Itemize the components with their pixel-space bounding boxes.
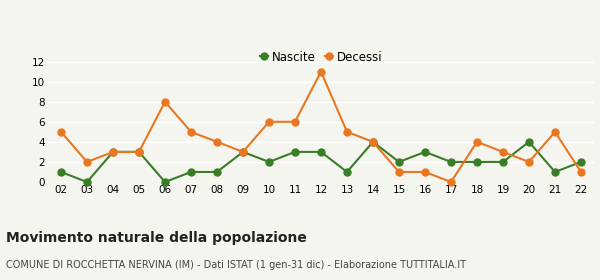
Nascite — [187, 170, 194, 174]
Nascite — [83, 180, 91, 184]
Line: Decessi: Decessi — [58, 68, 584, 185]
Nascite — [526, 140, 533, 144]
Nascite — [317, 150, 325, 153]
Decessi — [109, 150, 116, 153]
Nascite — [161, 180, 169, 184]
Decessi — [58, 130, 65, 134]
Decessi — [551, 130, 559, 134]
Nascite — [473, 160, 481, 164]
Decessi — [187, 130, 194, 134]
Nascite — [577, 160, 584, 164]
Decessi — [343, 130, 350, 134]
Nascite — [551, 170, 559, 174]
Nascite — [239, 150, 247, 153]
Nascite — [448, 160, 455, 164]
Nascite — [136, 150, 143, 153]
Decessi — [473, 140, 481, 144]
Decessi — [83, 160, 91, 164]
Text: COMUNE DI ROCCHETTA NERVINA (IM) - Dati ISTAT (1 gen-31 dic) - Elaborazione TUTT: COMUNE DI ROCCHETTA NERVINA (IM) - Dati … — [6, 260, 466, 270]
Decessi — [265, 120, 272, 123]
Decessi — [292, 120, 299, 123]
Nascite — [214, 170, 221, 174]
Decessi — [395, 170, 403, 174]
Decessi — [317, 70, 325, 73]
Nascite — [292, 150, 299, 153]
Nascite — [343, 170, 350, 174]
Decessi — [239, 150, 247, 153]
Decessi — [499, 150, 506, 153]
Decessi — [526, 160, 533, 164]
Decessi — [136, 150, 143, 153]
Decessi — [214, 140, 221, 144]
Decessi — [161, 100, 169, 103]
Line: Nascite: Nascite — [58, 138, 584, 185]
Text: Movimento naturale della popolazione: Movimento naturale della popolazione — [6, 231, 307, 245]
Nascite — [499, 160, 506, 164]
Nascite — [265, 160, 272, 164]
Decessi — [421, 170, 428, 174]
Nascite — [109, 150, 116, 153]
Decessi — [577, 170, 584, 174]
Nascite — [370, 140, 377, 144]
Nascite — [58, 170, 65, 174]
Nascite — [395, 160, 403, 164]
Nascite — [421, 150, 428, 153]
Legend: Nascite, Decessi: Nascite, Decessi — [255, 46, 387, 68]
Decessi — [370, 140, 377, 144]
Decessi — [448, 180, 455, 184]
